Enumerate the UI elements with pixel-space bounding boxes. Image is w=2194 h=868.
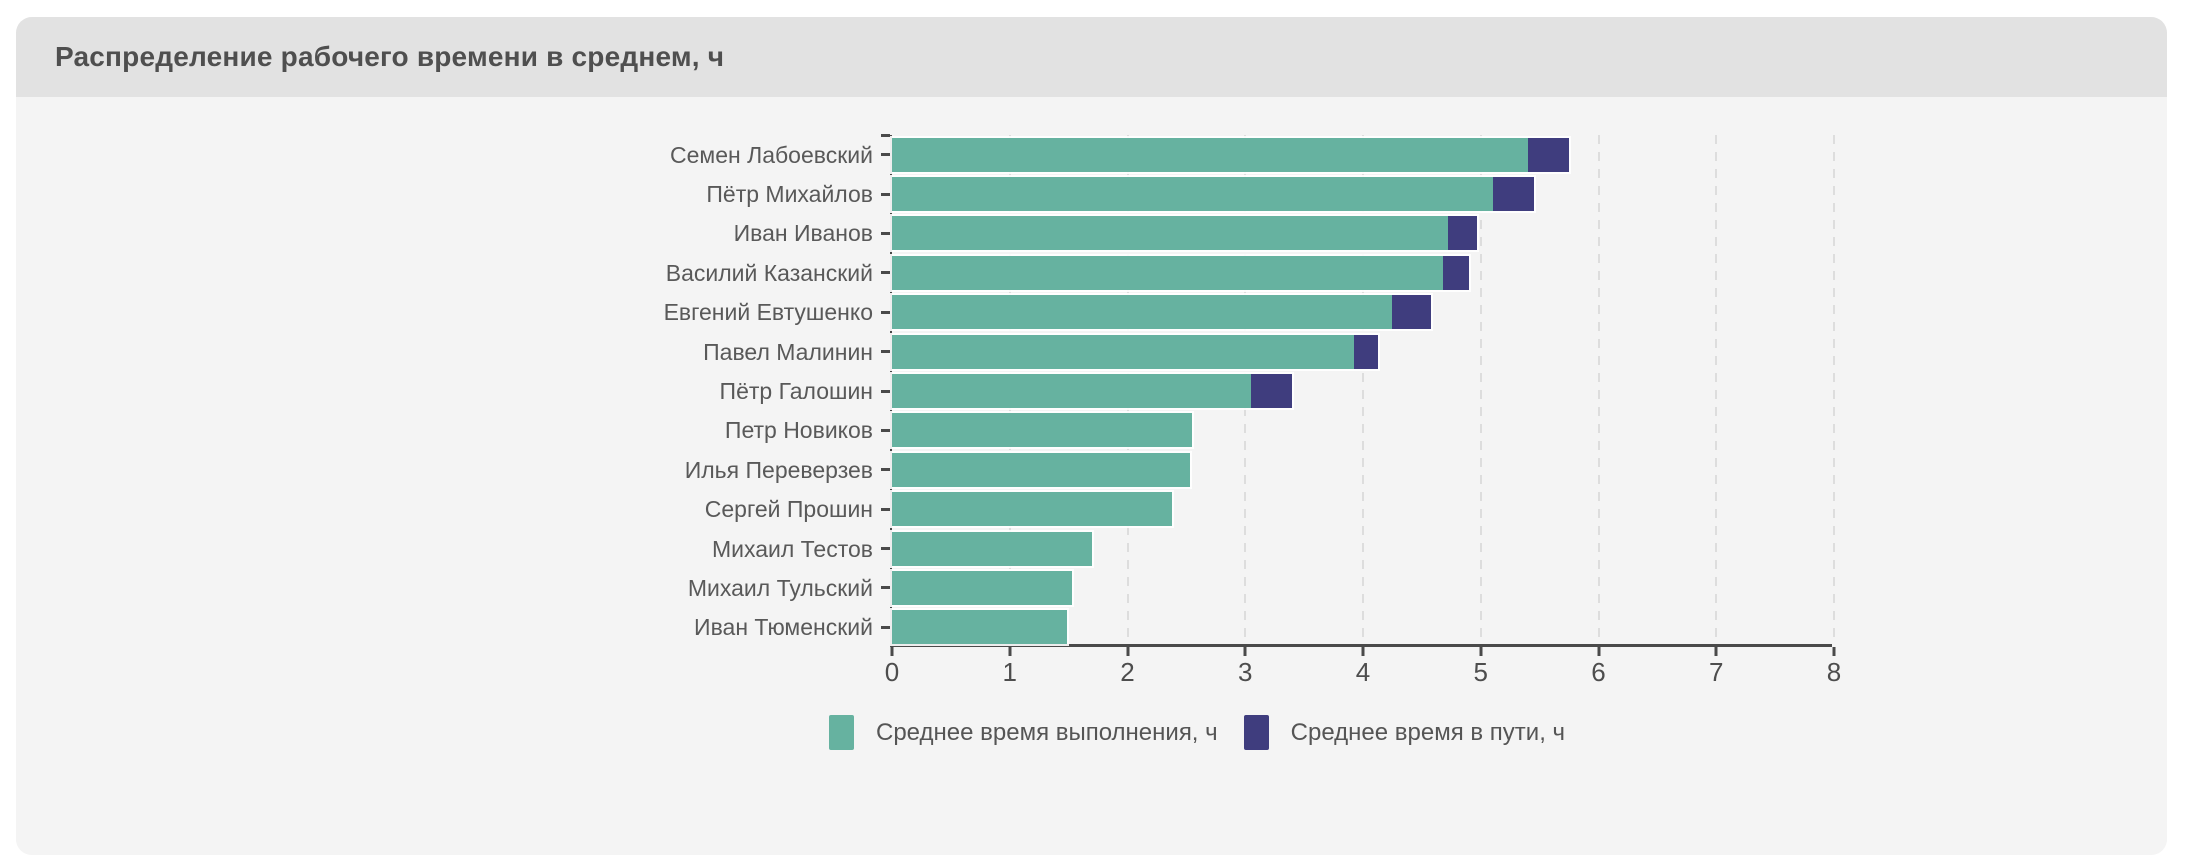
bar-segment-travel[interactable]	[1392, 295, 1432, 330]
y-axis-label: Пётр Михайлов	[706, 181, 873, 208]
legend-label: Среднее время в пути, ч	[1290, 718, 1566, 746]
bar-segment-travel[interactable]	[1443, 255, 1469, 290]
x-axis-tick	[1832, 647, 1836, 656]
x-axis-tick	[890, 647, 894, 656]
gridline-x-7	[1715, 135, 1718, 644]
x-axis-tick	[1243, 647, 1247, 656]
y-axis-tick	[881, 153, 890, 157]
bar-segment-execution[interactable]	[892, 413, 1193, 448]
bar-segment-travel[interactable]	[1251, 374, 1293, 408]
bar-segment-execution[interactable]	[892, 137, 1528, 172]
x-axis-tick	[1479, 647, 1483, 656]
gridline-x-6	[1597, 135, 1600, 644]
y-axis-label: Иван Тюменский	[694, 614, 873, 641]
x-axis-tick-label: 7	[1709, 657, 1724, 687]
y-axis-label: Михаил Тульский	[687, 574, 873, 601]
bar-segment-execution[interactable]	[892, 570, 1073, 605]
y-axis-tick	[881, 547, 890, 551]
bar-row[interactable]	[892, 492, 1173, 527]
bar-segment-execution[interactable]	[892, 531, 1093, 566]
legend-item-travel[interactable]: Среднее время в пути, ч	[1243, 715, 1566, 750]
bar-segment-execution[interactable]	[892, 255, 1444, 290]
legend-swatch-icon	[1243, 715, 1269, 750]
bar-row[interactable]	[892, 177, 1534, 212]
bar-segment-execution[interactable]	[892, 177, 1493, 212]
gridline-x-4	[1362, 135, 1364, 644]
x-axis-tick	[1126, 647, 1129, 656]
y-axis-tick	[881, 625, 890, 629]
x-axis-tick-label: 2	[1120, 657, 1135, 687]
bar-segment-travel[interactable]	[1353, 334, 1379, 369]
bar-segment-execution[interactable]	[892, 216, 1448, 251]
x-axis-tick-label: 4	[1355, 657, 1371, 687]
bar-segment-execution[interactable]	[892, 374, 1252, 408]
chart-legend: Среднее время выполнения, ч Среднее время…	[829, 715, 1565, 750]
y-axis-label: Иван Иванов	[733, 220, 873, 247]
bar-segment-execution[interactable]	[892, 334, 1354, 369]
x-axis-tick-label: 6	[1591, 657, 1606, 687]
y-axis-label: Василий Казанский	[665, 259, 873, 286]
x-axis-tick-label: 0	[884, 657, 900, 687]
y-axis-tick	[881, 310, 890, 314]
bar-segment-execution[interactable]	[892, 492, 1173, 527]
x-axis-tick-label: 1	[1002, 657, 1017, 687]
y-axis-tick	[881, 231, 890, 235]
y-axis-tick	[881, 192, 890, 196]
y-axis-boundary-tick	[881, 134, 890, 137]
bar-segment-travel[interactable]	[1492, 177, 1534, 212]
bar-segment-travel[interactable]	[1447, 216, 1478, 251]
legend-swatch-icon	[829, 715, 854, 750]
y-axis-tick	[881, 389, 890, 393]
y-axis-tick	[881, 507, 890, 511]
bar-segment-execution[interactable]	[892, 610, 1068, 645]
y-axis-tick	[881, 428, 890, 432]
y-axis-label: Илья Переверзев	[684, 456, 873, 483]
bar-row[interactable]	[892, 374, 1293, 408]
bar-segment-execution[interactable]	[892, 452, 1190, 487]
y-axis-label: Евгений Евтушенко	[663, 299, 873, 326]
x-axis-tick	[1714, 647, 1718, 656]
bar-row[interactable]	[892, 216, 1478, 251]
y-axis-label: Пётр Галошин	[719, 378, 873, 404]
y-axis-tick	[881, 468, 890, 472]
chart-card-header: Распределение рабочего времени в среднем…	[16, 17, 2167, 97]
bar-row[interactable]	[892, 137, 1570, 172]
x-axis-tick-label: 3	[1238, 657, 1253, 687]
y-axis-label: Михаил Тестов	[711, 535, 873, 562]
bar-row[interactable]	[892, 610, 1068, 645]
y-axis-label: Павел Малинин	[703, 338, 873, 365]
bar-row[interactable]	[892, 531, 1093, 566]
y-axis-tick	[881, 271, 890, 275]
x-axis-tick-label: 5	[1473, 657, 1488, 687]
bar-row[interactable]	[892, 334, 1379, 369]
chart-title: Распределение рабочего времени в среднем…	[55, 41, 725, 72]
chart-card: Распределение рабочего времени в среднем…	[16, 17, 2167, 855]
bar-row[interactable]	[892, 413, 1193, 448]
x-axis-tick	[1008, 647, 1012, 656]
gridline-x-8	[1833, 135, 1835, 644]
chart-card-body: Семен Лабоевский Пётр Михайлов Иван Иванов…	[16, 97, 2167, 855]
y-axis-tick	[881, 586, 890, 590]
bar-row[interactable]	[892, 570, 1073, 605]
bar-segment-execution[interactable]	[892, 295, 1393, 330]
legend-label: Среднее время выполнения, ч	[876, 718, 1218, 746]
y-axis-label: Петр Новиков	[724, 417, 873, 444]
plot-area: Семен Лабоевский Пётр Михайлов Иван Иванов…	[664, 134, 1841, 687]
y-axis-label: Семен Лабоевский	[670, 141, 873, 168]
y-axis-label: Сергей Прошин	[704, 496, 873, 523]
bar-segment-travel[interactable]	[1527, 137, 1570, 172]
y-axis-tick	[881, 350, 890, 354]
gridline-x-5	[1479, 135, 1482, 644]
x-axis-tick	[1361, 647, 1365, 656]
bar-row[interactable]	[892, 452, 1190, 487]
bar-row[interactable]	[892, 295, 1432, 330]
x-axis-tick	[1597, 647, 1600, 656]
legend-item-execution[interactable]: Среднее время выполнения, ч	[829, 715, 1218, 750]
x-axis-tick-label: 8	[1826, 657, 1842, 687]
bar-row[interactable]	[892, 255, 1469, 290]
